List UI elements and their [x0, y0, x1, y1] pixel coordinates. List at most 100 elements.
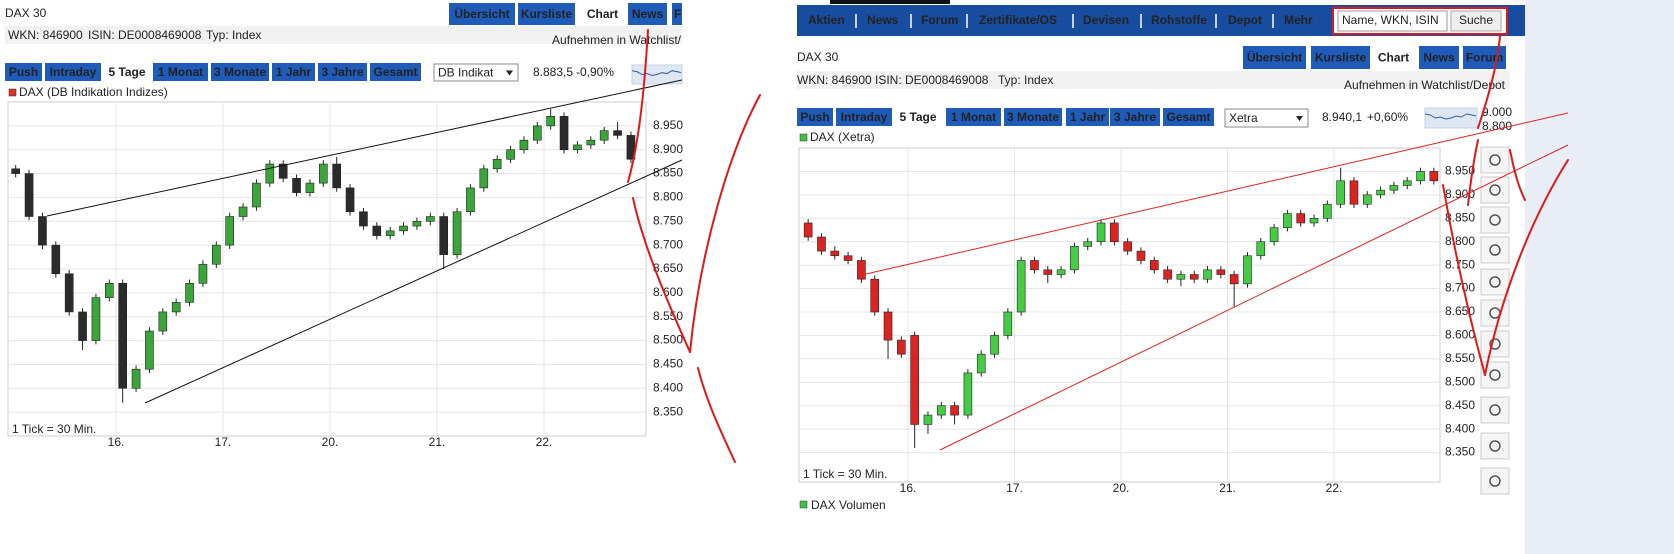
candle-body [452, 211, 462, 255]
tab[interactable] [1419, 46, 1459, 69]
tool-icon [1489, 404, 1501, 416]
candle-body [1429, 171, 1439, 182]
tool-button[interactable] [1480, 146, 1510, 174]
period-button[interactable] [5, 63, 42, 81]
period-button[interactable] [45, 63, 101, 81]
nav-item[interactable]: Depot [1228, 13, 1262, 27]
nav-item[interactable]: News [867, 13, 899, 27]
nav-item[interactable]: Forum [921, 13, 958, 27]
period-label: Push [9, 65, 38, 79]
candle-body [586, 139, 596, 146]
exchange-label: Xetra [1229, 111, 1258, 125]
tab[interactable] [628, 3, 667, 25]
candle-body [559, 116, 569, 151]
tool-icon [1489, 276, 1501, 288]
volume-legend-swatch [799, 500, 808, 509]
tool-button[interactable] [1480, 206, 1510, 234]
tool-button[interactable] [1480, 432, 1510, 460]
period-button[interactable] [370, 63, 421, 81]
tab[interactable] [518, 3, 575, 25]
candle-body [212, 244, 221, 265]
info-isin: ISIN: DE0008469008 [88, 28, 202, 42]
tool-button[interactable] [1480, 467, 1510, 495]
tick-note: 1 Tick = 30 Min. [12, 422, 96, 436]
period-button[interactable] [211, 63, 269, 81]
tab[interactable] [1311, 46, 1370, 69]
candle-body [425, 216, 435, 222]
tab-label: Kursliste [1315, 51, 1367, 65]
tool-button[interactable] [1480, 176, 1510, 204]
tab[interactable] [1243, 46, 1306, 69]
candle-body [385, 230, 395, 236]
y-tick-label: 8.950 [653, 118, 683, 132]
exchange-select[interactable] [1224, 108, 1309, 128]
period-button[interactable] [104, 63, 150, 81]
legend-swatch [8, 88, 17, 97]
watchlist-link[interactable]: Aufnehmen in Watchlist/ [552, 33, 682, 47]
tool-button[interactable] [1480, 299, 1510, 327]
period-button[interactable] [836, 108, 892, 126]
tab-label: Übersicht [454, 6, 509, 21]
period-button[interactable] [1110, 108, 1160, 126]
page-title: DAX 30 [797, 50, 839, 64]
nav-item[interactable]: Zertifikate/OS [979, 13, 1057, 27]
candle-body [412, 220, 422, 227]
period-button[interactable] [1004, 108, 1062, 126]
y-tick-label: 8.400 [653, 380, 683, 394]
nav-item[interactable]: Rohstoffe [1151, 13, 1207, 27]
period-button[interactable] [153, 63, 208, 81]
period-label: 5 Tage [899, 110, 936, 124]
trend-line [939, 144, 1569, 451]
tab[interactable] [449, 3, 515, 25]
candle-body [1296, 213, 1306, 224]
candle-body [492, 158, 502, 170]
trend-line [144, 159, 683, 404]
exchange-select[interactable] [433, 63, 519, 82]
search-input[interactable] [1337, 10, 1448, 32]
y-tick-label: 8.750 [653, 213, 683, 227]
x-tick-label: 16. [108, 435, 125, 449]
period-button[interactable] [272, 63, 315, 81]
tool-button[interactable] [1480, 268, 1510, 296]
nav-item[interactable]: Aktien [808, 13, 845, 27]
period-button[interactable] [797, 108, 833, 126]
candle-body [1176, 274, 1186, 280]
candle-body [1056, 269, 1066, 275]
scribble [697, 367, 736, 463]
trend-line [46, 79, 683, 217]
candle-body [292, 178, 301, 193]
scribble [689, 94, 761, 353]
candle-body [479, 168, 489, 189]
watchlist-link[interactable]: Aufnehmen in Watchlist/Depot [1344, 78, 1506, 92]
tab[interactable] [580, 3, 625, 25]
candle-body [897, 339, 906, 355]
period-label: Push [800, 110, 829, 124]
nav-item[interactable]: Mehr [1284, 13, 1313, 27]
y-tick-label: 8.950 [1445, 164, 1475, 178]
scribble [1467, 139, 1479, 206]
period-button[interactable] [1163, 108, 1214, 126]
period-button[interactable] [1066, 108, 1109, 126]
tab[interactable] [672, 3, 682, 25]
candle-body [963, 372, 973, 416]
candle-body [278, 163, 288, 179]
tab[interactable] [1373, 46, 1414, 69]
y-tick-label: 8.500 [653, 333, 683, 347]
candle-body [910, 335, 919, 425]
y-tick-label: 8.450 [1445, 398, 1475, 412]
period-button[interactable] [946, 108, 1001, 126]
side-background [1525, 0, 1674, 554]
candle-body [1123, 241, 1132, 252]
scribble [1477, 35, 1501, 129]
tool-button[interactable] [1480, 236, 1510, 264]
nav-item[interactable]: Devisen [1083, 13, 1129, 27]
tool-button[interactable] [1480, 361, 1510, 389]
search-button[interactable] [1450, 10, 1502, 32]
volume-legend: DAX Volumen [811, 498, 886, 512]
candle-body [91, 297, 101, 341]
period-button[interactable] [895, 108, 941, 126]
period-button[interactable] [318, 63, 367, 81]
candle-body [1323, 203, 1332, 219]
tool-button[interactable] [1480, 396, 1510, 424]
